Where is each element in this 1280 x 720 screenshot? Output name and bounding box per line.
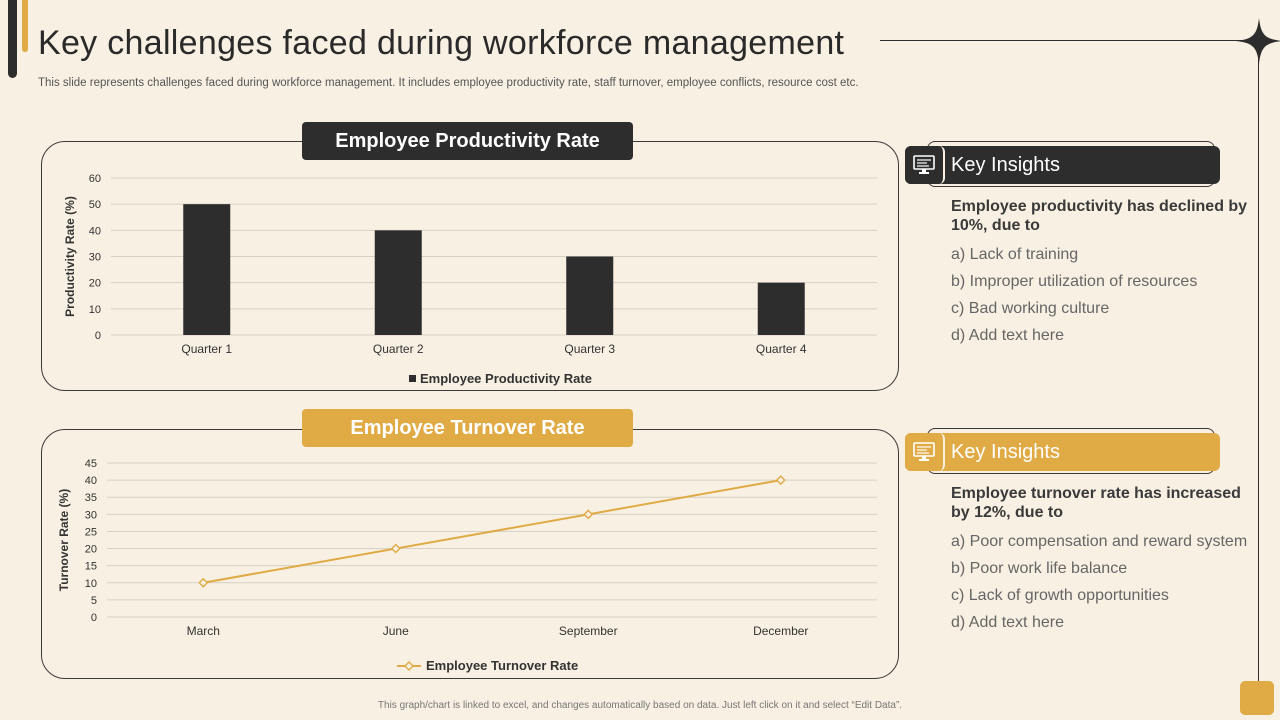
data-point bbox=[775, 475, 786, 486]
series-line bbox=[203, 479, 781, 584]
y-tick-label: 5 bbox=[91, 595, 97, 607]
y-tick-label: 45 bbox=[85, 458, 97, 470]
insight-content: Employee productivity has declined by 10… bbox=[951, 197, 1251, 349]
y-tick-label: 50 bbox=[89, 199, 101, 211]
data-point bbox=[583, 509, 594, 520]
productivity-bar-chart: 0 10 20 30 40 50 60 Productivity Rate (%) Quarte… bbox=[63, 173, 877, 386]
x-tick-label: September bbox=[559, 624, 618, 638]
bar bbox=[757, 282, 805, 335]
y-tick-label: 20 bbox=[85, 544, 97, 556]
corner-decoration bbox=[1240, 681, 1274, 715]
y-tick-label: 40 bbox=[89, 225, 101, 237]
turnover-line-chart: 0 5 10 15 20 25 30 35 40 45 Turnover Rate (%) March… bbox=[57, 458, 877, 673]
insight-item: c) Lack of growth opportunities bbox=[951, 587, 1169, 604]
turnover-chart-title: Employee Turnover Rate bbox=[302, 409, 633, 447]
insight-header: Key Insights bbox=[905, 433, 1220, 471]
y-tick-label: 15 bbox=[85, 561, 97, 573]
x-tick-label: Quarter 3 bbox=[564, 342, 615, 356]
x-tick-label: June bbox=[383, 624, 409, 638]
monitor-icon bbox=[905, 433, 945, 471]
insight-label: Key Insights bbox=[951, 154, 1060, 176]
slide-subtitle: This slide represents challenges faced d… bbox=[38, 77, 859, 89]
y-tick-label: 35 bbox=[85, 492, 97, 504]
insight-item: b) Improper utilization of resources bbox=[951, 273, 1198, 290]
x-tick-label: March bbox=[187, 624, 220, 638]
y-tick-label: 40 bbox=[85, 475, 97, 487]
right-divider-line bbox=[1258, 40, 1259, 690]
y-axis-label: Productivity Rate (%) bbox=[63, 196, 77, 317]
y-tick-label: 20 bbox=[89, 278, 101, 290]
insight-headline: Employee turnover rate has increased by … bbox=[951, 485, 1241, 521]
y-tick-label: 0 bbox=[95, 330, 101, 342]
y-tick-label: 10 bbox=[85, 578, 97, 590]
y-tick-label: 60 bbox=[89, 173, 101, 185]
y-tick-label: 30 bbox=[85, 509, 97, 521]
insight-label: Key Insights bbox=[951, 441, 1060, 463]
insight-content: Employee turnover rate has increased by … bbox=[951, 484, 1251, 636]
four-point-star-icon bbox=[1236, 18, 1280, 64]
legend-label: Employee Turnover Rate bbox=[426, 658, 578, 673]
gold-accent-bar bbox=[22, 0, 28, 52]
insight-item: c) Bad working culture bbox=[951, 300, 1110, 317]
x-tick-label: Quarter 2 bbox=[373, 342, 424, 356]
y-tick-label: 30 bbox=[89, 252, 101, 264]
y-tick-label: 10 bbox=[89, 304, 101, 316]
bar bbox=[566, 256, 614, 335]
y-axis-label: Turnover Rate (%) bbox=[57, 489, 71, 591]
monitor-icon bbox=[905, 146, 945, 184]
insight-item: d) Add text here bbox=[951, 327, 1064, 344]
footnote: This graph/chart is linked to excel, and… bbox=[377, 700, 903, 711]
slide-title: Key challenges faced during workforce ma… bbox=[38, 24, 845, 62]
y-tick-label: 0 bbox=[91, 612, 97, 624]
data-point bbox=[390, 543, 401, 554]
insight-item: a) Poor compensation and reward system bbox=[951, 533, 1248, 550]
insight-header: Key Insights bbox=[905, 146, 1220, 184]
x-tick-label: Quarter 1 bbox=[181, 342, 232, 356]
productivity-chart-title: Employee Productivity Rate bbox=[302, 122, 633, 160]
y-tick-label: 25 bbox=[85, 526, 97, 538]
legend-marker bbox=[404, 661, 414, 671]
insight-item: a) Lack of training bbox=[951, 246, 1079, 263]
title-divider-line bbox=[880, 40, 1242, 41]
legend-label: Employee Productivity Rate bbox=[420, 371, 592, 386]
bar bbox=[374, 230, 422, 335]
insight-headline: Employee productivity has declined by 10… bbox=[951, 198, 1248, 234]
insight-item: b) Poor work life balance bbox=[951, 560, 1128, 577]
data-point bbox=[198, 577, 209, 588]
insight-item: d) Add text here bbox=[951, 614, 1064, 631]
dark-accent-bar bbox=[8, 0, 17, 78]
legend-swatch bbox=[409, 375, 416, 382]
x-tick-label: December bbox=[753, 624, 808, 638]
bar bbox=[183, 204, 231, 335]
x-tick-label: Quarter 4 bbox=[756, 342, 807, 356]
